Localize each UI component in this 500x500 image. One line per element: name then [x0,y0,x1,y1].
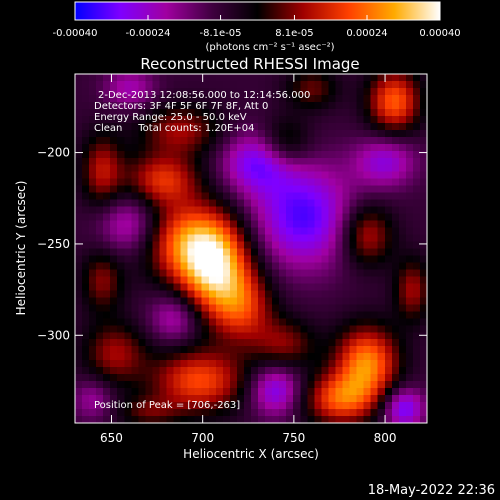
timestamp: 18-May-2022 22:36 [368,483,495,498]
x-tick-label: 750 [282,431,305,445]
x-axis-ticks: 650 700 750 800 [100,74,397,445]
x-tick-label: 700 [191,431,214,445]
info-line-clean: Clean Total counts: 1.20E+04 [94,123,254,134]
colorbar-ticks [74,15,441,20]
x-axis-label: Heliocentric X (arcsec) [183,447,319,461]
heatmap-pixels [75,74,427,423]
info-overlay: 2-Dec-2013 12:08:56.000 to 12:14:56.000 … [94,90,310,411]
colorbar-tick-label: -0.00024 [126,28,171,39]
y-axis-label: Heliocentric Y (arcsec) [14,181,28,316]
y-tick-label: −250 [37,237,70,251]
y-tick-label: −300 [37,328,70,342]
info-line-energy: Energy Range: 25.0 - 50.0 keV [94,112,247,123]
colorbar-tick-label: 8.1e-05 [275,28,313,39]
info-line-time: 2-Dec-2013 12:08:56.000 to 12:14:56.000 [98,90,310,101]
heatmap-image [75,74,427,423]
y-axis-ticks: −200 −250 −300 [37,146,427,342]
x-tick-label: 800 [374,431,397,445]
info-line-detectors: Detectors: 3F 4F 5F 6F 7F 8F, Att 0 [94,101,268,112]
colorbar-unit-label: (photons cm⁻² s⁻¹ asec⁻²) [205,42,334,53]
colorbar: -0.00040 -0.00024 -8.1e-05 8.1e-05 0.00024 0.… [53,1,461,53]
colorbar-tick-label: 0.00040 [419,28,460,39]
x-tick-label: 650 [100,431,123,445]
colorbar-gradient [74,1,441,21]
colorbar-tick-label: -8.1e-05 [200,28,242,39]
colorbar-tick-label: 0.00024 [346,28,387,39]
chart-title: Reconstructed RHESSI Image [140,55,359,73]
colorbar-tick-label: -0.00040 [53,28,98,39]
colorbar-tick-labels: -0.00040 -0.00024 -8.1e-05 8.1e-05 0.00024 0.… [53,28,461,39]
peak-position-label: Position of Peak = [706,-263] [94,400,240,411]
plot-frame [74,73,428,424]
y-tick-label: −200 [37,146,70,160]
